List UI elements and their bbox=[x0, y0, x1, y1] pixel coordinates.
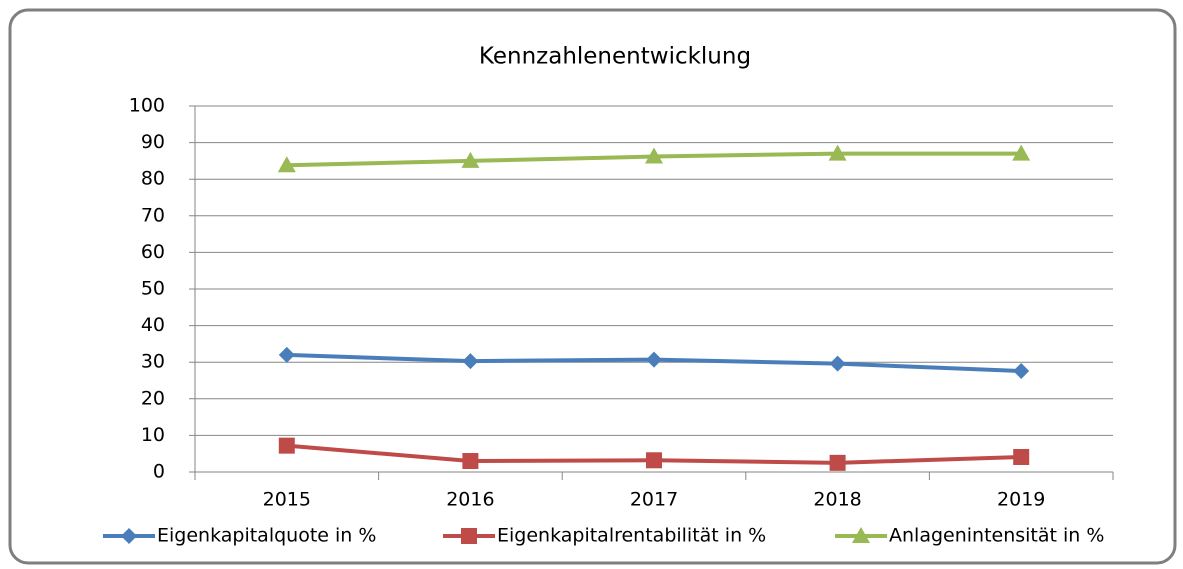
marker bbox=[829, 454, 846, 471]
y-tick-label: 20 bbox=[141, 387, 165, 409]
marker bbox=[852, 527, 870, 543]
x-tick-label: 2016 bbox=[446, 489, 494, 511]
marker bbox=[646, 452, 662, 469]
y-tick-label: 30 bbox=[141, 351, 165, 373]
chart-frame bbox=[8, 8, 1177, 565]
marker bbox=[1013, 448, 1030, 465]
y-tick-label: 50 bbox=[141, 278, 165, 300]
marker bbox=[278, 346, 295, 363]
marker bbox=[645, 147, 663, 164]
y-tick-label: 90 bbox=[141, 131, 165, 153]
x-tick-label: 2019 bbox=[997, 489, 1045, 511]
y-tick-label: 0 bbox=[153, 461, 165, 483]
marker bbox=[646, 351, 662, 368]
x-tick-label: 2017 bbox=[630, 489, 678, 511]
marker bbox=[828, 144, 847, 161]
marker bbox=[277, 156, 296, 173]
marker bbox=[278, 437, 295, 454]
marker bbox=[461, 528, 477, 544]
y-tick-label: 40 bbox=[141, 314, 165, 336]
y-tick-label: 60 bbox=[141, 241, 165, 263]
y-tick-label: 70 bbox=[141, 204, 165, 226]
y-tick-label: 80 bbox=[141, 168, 165, 190]
marker bbox=[461, 151, 480, 168]
y-tick-label: 10 bbox=[141, 424, 165, 446]
x-tick-label: 2018 bbox=[813, 489, 861, 511]
marker bbox=[462, 453, 479, 470]
marker bbox=[1013, 362, 1030, 379]
marker bbox=[829, 355, 846, 372]
marker bbox=[462, 353, 479, 370]
legend-label: Eigenkapitalrentabilität in % bbox=[497, 525, 766, 547]
legend-label: Eigenkapitalquote in % bbox=[157, 525, 376, 547]
x-tick-label: 2015 bbox=[263, 489, 311, 511]
marker bbox=[121, 528, 137, 544]
y-tick-label: 100 bbox=[129, 95, 165, 117]
legend-label: Anlagenintensität in % bbox=[889, 525, 1104, 547]
marker bbox=[1012, 144, 1031, 161]
chart-title: Kennzahlenentwicklung bbox=[479, 44, 751, 70]
